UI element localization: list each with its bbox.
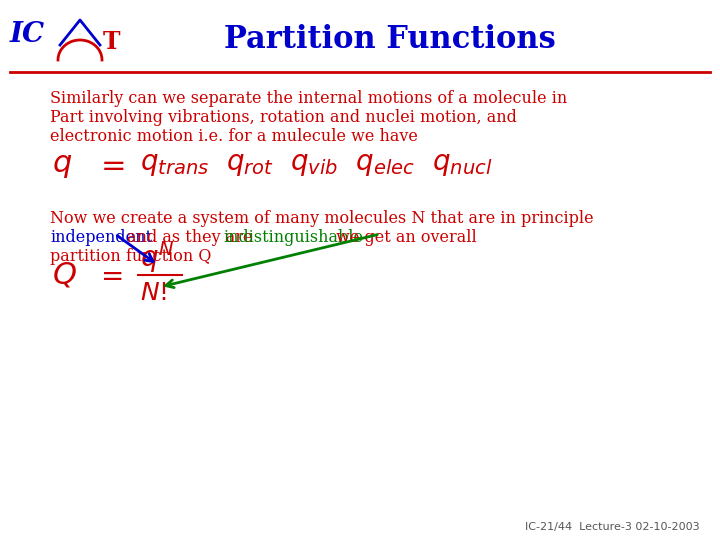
- Text: $q$: $q$: [52, 150, 72, 180]
- Text: partition function Q: partition function Q: [50, 248, 212, 265]
- Text: Part involving vibrations, rotation and nuclei motion, and: Part involving vibrations, rotation and …: [50, 109, 517, 126]
- Text: $=$: $=$: [95, 261, 123, 288]
- Text: $q_{trans}\ \ q_{rot}\ \ q_{vib}\ \ q_{elec}\ \ q_{nucl}$: $q_{trans}\ \ q_{rot}\ \ q_{vib}\ \ q_{e…: [140, 152, 492, 179]
- Text: IC: IC: [10, 22, 45, 49]
- Text: $=$: $=$: [95, 150, 125, 180]
- Text: independent: independent: [50, 229, 152, 246]
- Text: we get an overall: we get an overall: [331, 229, 477, 246]
- Text: $N!$: $N!$: [140, 281, 167, 305]
- Text: electronic motion i.e. for a mulecule we have: electronic motion i.e. for a mulecule we…: [50, 128, 418, 145]
- Text: Now we create a system of many molecules N that are in principle: Now we create a system of many molecules…: [50, 210, 593, 227]
- Text: Similarly can we separate the internal motions of a molecule in: Similarly can we separate the internal m…: [50, 90, 567, 107]
- Text: Partition Functions: Partition Functions: [224, 24, 556, 56]
- Text: and as they are: and as they are: [122, 229, 258, 246]
- Text: $Q$: $Q$: [52, 260, 77, 291]
- Text: indistinguishable: indistinguishable: [223, 229, 363, 246]
- Text: IC-21/44  Lecture-3 02-10-2003: IC-21/44 Lecture-3 02-10-2003: [526, 522, 700, 532]
- Text: T: T: [103, 30, 120, 54]
- Text: $q^{N}$: $q^{N}$: [140, 239, 175, 275]
